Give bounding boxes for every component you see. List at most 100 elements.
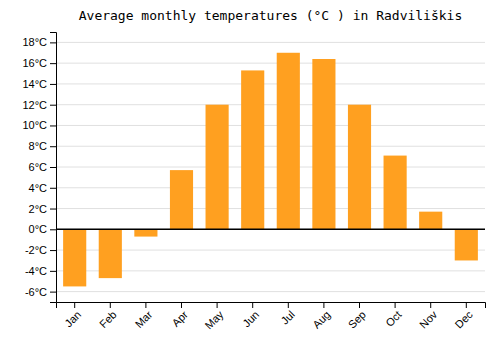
x-tick-label: Sep xyxy=(346,308,368,330)
zero-line xyxy=(56,229,485,231)
bars xyxy=(56,53,485,287)
x-tick-mark xyxy=(395,302,396,308)
bar xyxy=(134,229,157,236)
grid-line xyxy=(56,208,485,209)
y-tick: 2°C xyxy=(29,203,56,215)
grid-line xyxy=(56,291,485,292)
x-tick: Feb xyxy=(97,302,119,330)
y-tick: 6°C xyxy=(29,161,56,173)
y-tick-label: 8°C xyxy=(29,140,48,152)
x-tick-mark xyxy=(323,302,324,308)
x-tick-label: May xyxy=(202,308,226,332)
x-tick-mark xyxy=(217,302,218,308)
y-tick: 4°C xyxy=(29,182,56,194)
y-tick: -6°C xyxy=(25,286,56,298)
x-tick-label: Feb xyxy=(97,308,119,330)
x-axis: Jan Feb Mar Apr May Jun Jul Aug Sep Oct Nov Dec xyxy=(57,302,486,331)
x-tick-mark xyxy=(110,302,111,308)
y-tick-label: 0°C xyxy=(29,223,48,235)
x-tick: Sep xyxy=(346,302,368,331)
x-tick-mark xyxy=(359,302,360,308)
bar xyxy=(63,229,86,286)
y-tick: -2°C xyxy=(25,244,56,256)
y-tick-label: 4°C xyxy=(29,182,48,194)
y-tick-mark xyxy=(50,42,56,43)
x-tick: Mar xyxy=(133,302,155,330)
x-tick-label: Oct xyxy=(383,308,404,329)
y-tick-mark xyxy=(50,209,56,210)
y-tick-mark xyxy=(50,271,56,272)
grid xyxy=(56,42,485,291)
y-axis-line xyxy=(50,33,57,303)
y-tick-mark xyxy=(50,84,56,85)
grid-line xyxy=(56,146,485,147)
bar xyxy=(99,229,122,278)
y-tick: 14°C xyxy=(22,78,56,90)
x-tick: Oct xyxy=(383,302,404,329)
x-tick: Jul xyxy=(278,302,296,327)
y-tick-mark xyxy=(50,125,56,126)
grid-line xyxy=(56,125,485,126)
y-tick-mark xyxy=(50,167,56,168)
grid-line xyxy=(56,104,485,105)
x-tick-mark xyxy=(430,302,431,308)
x-tick-label: Jun xyxy=(240,308,261,329)
grid-line xyxy=(56,63,485,64)
y-tick-label: 14°C xyxy=(22,78,47,90)
x-tick: Jan xyxy=(62,302,83,329)
y-tick: 0°C xyxy=(29,223,56,235)
x-tick-label: Mar xyxy=(133,308,155,330)
y-tick: 10°C xyxy=(22,119,56,131)
grid-line xyxy=(56,167,485,168)
y-axis: -6°C -4°C -2°C 0°C 2°C 4°C 6°C 8°C 10°C 12°C 14°C 1… xyxy=(22,33,56,303)
x-tick: Apr xyxy=(169,302,190,329)
y-tick-mark xyxy=(50,105,56,106)
y-tick-label: 16°C xyxy=(22,57,47,69)
bar xyxy=(312,59,335,229)
x-tick-label: Jul xyxy=(278,308,296,326)
y-tick-label: 10°C xyxy=(22,119,47,131)
y-tick-mark xyxy=(50,188,56,189)
y-tick-label: -4°C xyxy=(25,265,47,277)
x-tick-mark xyxy=(252,302,253,308)
y-tick-label: -6°C xyxy=(25,286,47,298)
x-tick: Dec xyxy=(453,302,476,331)
y-tick-mark xyxy=(50,63,56,64)
bar xyxy=(384,156,407,230)
plot: -6°C -4°C -2°C 0°C 2°C 4°C 6°C 8°C 10°C 12°C 14°C 1… xyxy=(22,33,485,332)
x-tick: Nov xyxy=(417,302,440,331)
x-tick: Jun xyxy=(240,302,261,329)
y-tick-label: 2°C xyxy=(29,203,48,215)
x-tick-label: Nov xyxy=(417,308,440,331)
x-tick-label: Dec xyxy=(453,308,476,331)
grid-line xyxy=(56,83,485,84)
x-tick-mark xyxy=(74,302,75,308)
x-tick: May xyxy=(202,302,226,331)
y-tick-label: 6°C xyxy=(29,161,48,173)
y-tick: 18°C xyxy=(22,36,56,48)
y-tick-label: 18°C xyxy=(22,36,47,48)
x-tick-mark xyxy=(466,302,467,308)
y-tick-label: -2°C xyxy=(25,244,47,256)
y-tick-mark xyxy=(50,250,56,251)
x-tick-label: Apr xyxy=(169,308,190,329)
title: Average monthly temperatures (°C ) in Ra… xyxy=(79,8,463,23)
y-tick-mark xyxy=(50,146,56,147)
bar xyxy=(419,212,442,230)
x-axis-line xyxy=(57,303,486,309)
y-tick-label: 12°C xyxy=(22,99,47,111)
bar xyxy=(170,170,193,229)
grid-line xyxy=(56,42,485,43)
y-tick: 16°C xyxy=(22,57,56,69)
chart: -6°C -4°C -2°C 0°C 2°C 4°C 6°C 8°C 10°C 12°C 14°C 1… xyxy=(0,0,500,350)
x-tick-label: Jan xyxy=(62,308,83,329)
x-tick: Aug xyxy=(310,302,332,331)
bar xyxy=(277,53,300,230)
x-tick-mark xyxy=(181,302,182,308)
x-tick-mark xyxy=(145,302,146,308)
y-tick: 12°C xyxy=(22,99,56,111)
y-tick-mark xyxy=(50,292,56,293)
grid-line xyxy=(56,229,485,230)
grid-line xyxy=(56,187,485,188)
bar xyxy=(348,105,371,230)
